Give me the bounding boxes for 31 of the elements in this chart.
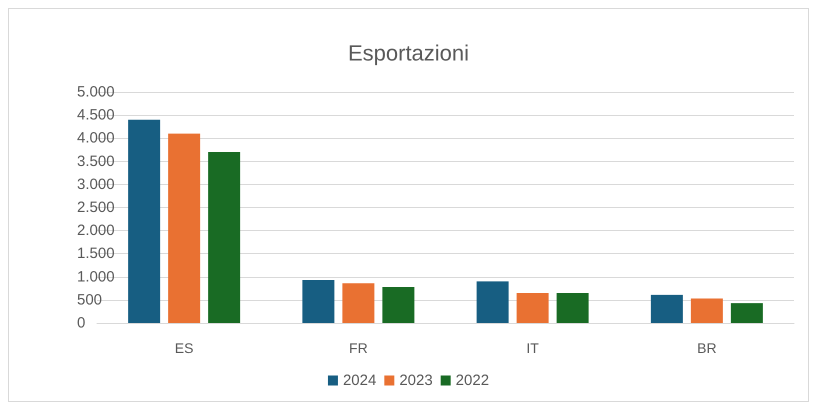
y-tick-label: 0 — [77, 314, 86, 332]
chart-title: Esportazioni — [348, 40, 470, 66]
y-tick-label: 5.000 — [77, 84, 115, 100]
y-tick-label: 3.500 — [77, 152, 115, 170]
bar — [650, 294, 683, 323]
x-tick-label: IT — [526, 340, 540, 356]
legend-label: 2022 — [456, 372, 490, 389]
x-tick-label: FR — [349, 340, 368, 356]
bar — [382, 286, 414, 323]
bar — [556, 292, 589, 323]
bar — [302, 280, 334, 323]
bar — [690, 298, 723, 323]
y-tick-label: 4.000 — [77, 130, 115, 147]
y-tick-label: 2.500 — [77, 199, 115, 216]
bar — [476, 281, 509, 323]
y-tick-label: 1.000 — [77, 268, 115, 286]
bar — [208, 152, 240, 323]
x-tick-label: BR — [697, 340, 717, 356]
legend-label: 2023 — [399, 372, 433, 389]
bar — [516, 292, 549, 323]
bar — [128, 120, 160, 323]
bar — [168, 134, 200, 323]
y-tick-label: 500 — [77, 291, 102, 308]
bar — [342, 283, 374, 323]
legend-label: 2024 — [342, 372, 376, 389]
x-tick-label: ES — [174, 340, 194, 356]
bar — [730, 303, 763, 323]
y-tick-label: 3.000 — [77, 176, 115, 193]
y-tick-label: 1.500 — [77, 245, 115, 262]
y-tick-label: 2.000 — [77, 222, 115, 240]
y-tick-label: 4.500 — [77, 106, 115, 124]
